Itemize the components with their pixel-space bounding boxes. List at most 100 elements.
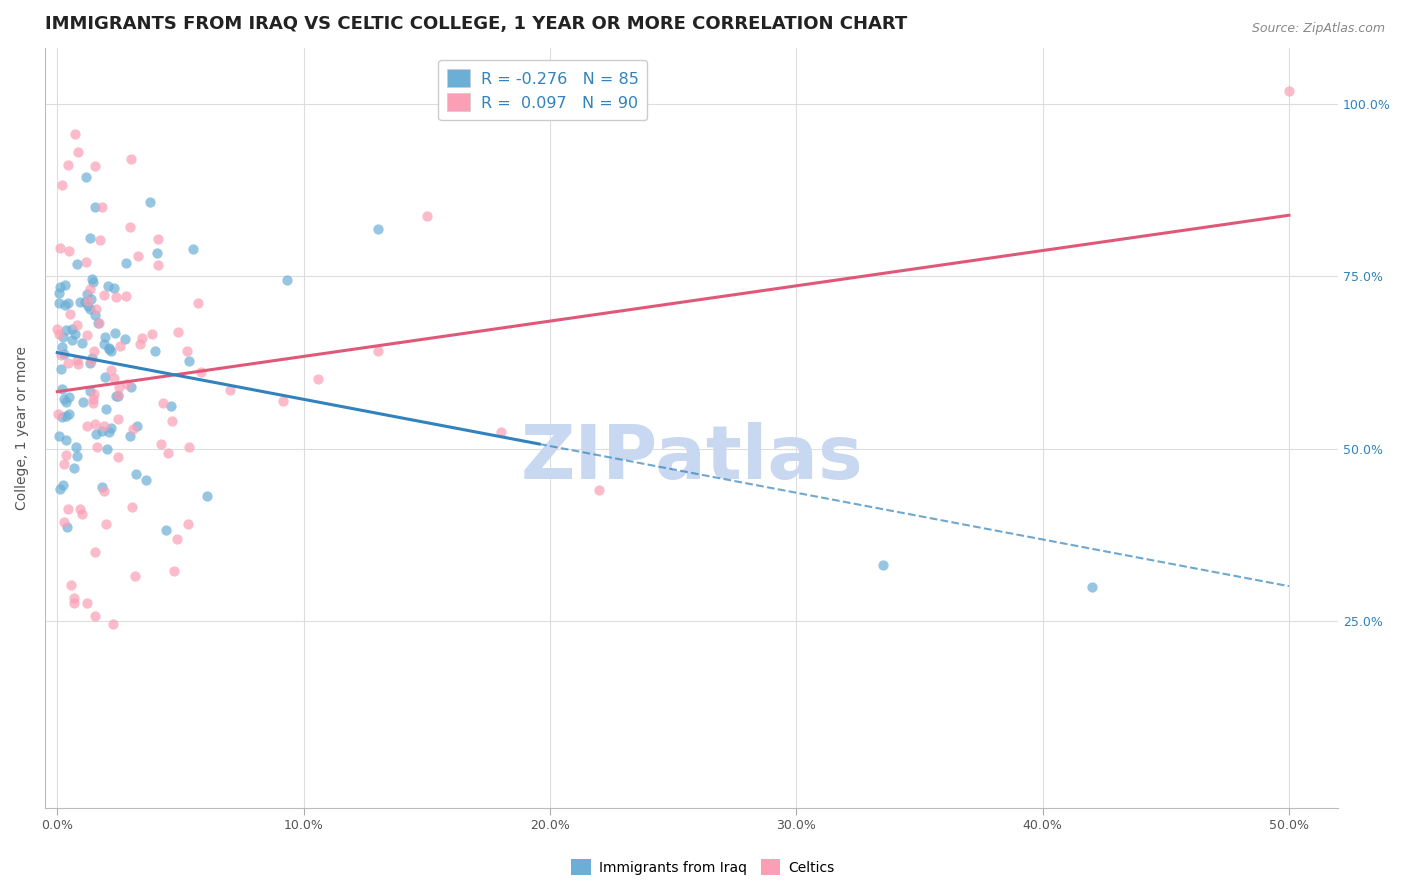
Point [77,299,100,313]
Point [416,209,439,223]
Point [52,515,75,529]
Point [143,343,166,358]
Point [53,457,76,471]
Point [84,426,107,441]
Point [69,502,91,516]
Point [63,326,86,341]
Point [127,249,149,263]
Point [122,422,145,436]
Point [76,293,98,308]
Point [58,244,80,259]
Point [76,328,98,343]
Point [62,596,84,610]
Point [52,330,75,344]
Point [58,390,80,404]
Point [65,353,87,368]
Point [55,409,77,423]
Point [86,440,108,454]
Point [82,392,104,407]
Point [148,258,170,272]
Point [70,336,93,351]
Point [141,326,163,341]
Point [82,396,104,410]
Point [179,353,201,368]
Point [79,356,101,370]
Point [120,429,142,443]
Point [46,321,69,335]
Point [105,389,128,403]
Point [135,473,157,487]
Point [157,446,180,460]
Point [114,256,136,270]
Point [55,395,77,409]
Point [75,255,97,269]
Point [104,326,127,341]
Point [93,484,115,499]
Point [872,558,894,572]
Point [65,256,87,270]
Point [60,333,83,347]
Point [76,286,98,301]
Point [308,372,330,386]
Point [82,275,104,289]
Text: IMMIGRANTS FROM IRAQ VS CELTIC COLLEGE, 1 YEAR OR MORE CORRELATION CHART: IMMIGRANTS FROM IRAQ VS CELTIC COLLEGE, … [45,15,907,33]
Point [58,356,80,370]
Point [166,325,188,339]
Point [49,348,72,362]
Point [80,351,103,365]
Point [51,382,73,396]
Point [66,449,89,463]
Point [67,357,90,371]
Point [125,467,148,481]
Point [100,421,122,435]
Point [163,564,186,578]
Point [90,200,112,214]
Point [80,272,103,286]
Point [120,380,142,394]
Point [59,578,82,592]
Point [59,307,82,321]
Point [91,480,114,494]
Point [100,362,122,376]
Point [83,159,105,173]
Point [115,377,138,392]
Point [72,395,94,409]
Legend: R = -0.276   N = 85, R =  0.097   N = 90: R = -0.276 N = 85, R = 0.097 N = 90 [439,61,647,120]
Point [80,354,103,368]
Point [55,323,77,337]
Point [84,302,107,317]
Point [108,339,131,353]
Point [56,296,79,310]
Point [51,340,73,354]
Point [87,316,110,330]
Point [75,169,97,184]
Point [155,523,177,537]
Point [131,330,153,344]
Point [107,388,129,402]
Point [46,407,69,421]
Point [97,342,120,356]
Point [51,410,73,425]
Point [79,282,101,296]
Point [89,316,111,330]
Point [219,383,242,397]
Point [588,483,610,497]
Point [65,440,87,454]
Point [55,433,77,447]
Point [93,330,115,344]
Point [49,241,72,255]
Point [97,341,120,355]
Point [177,516,200,531]
Point [93,337,115,351]
Point [91,424,114,438]
Point [70,507,93,521]
Point [187,296,209,310]
Point [83,343,105,358]
Point [166,532,188,546]
Point [89,233,111,247]
Point [1081,580,1104,594]
Point [124,569,146,583]
Point [367,221,389,235]
Point [84,308,107,322]
Point [76,596,98,610]
